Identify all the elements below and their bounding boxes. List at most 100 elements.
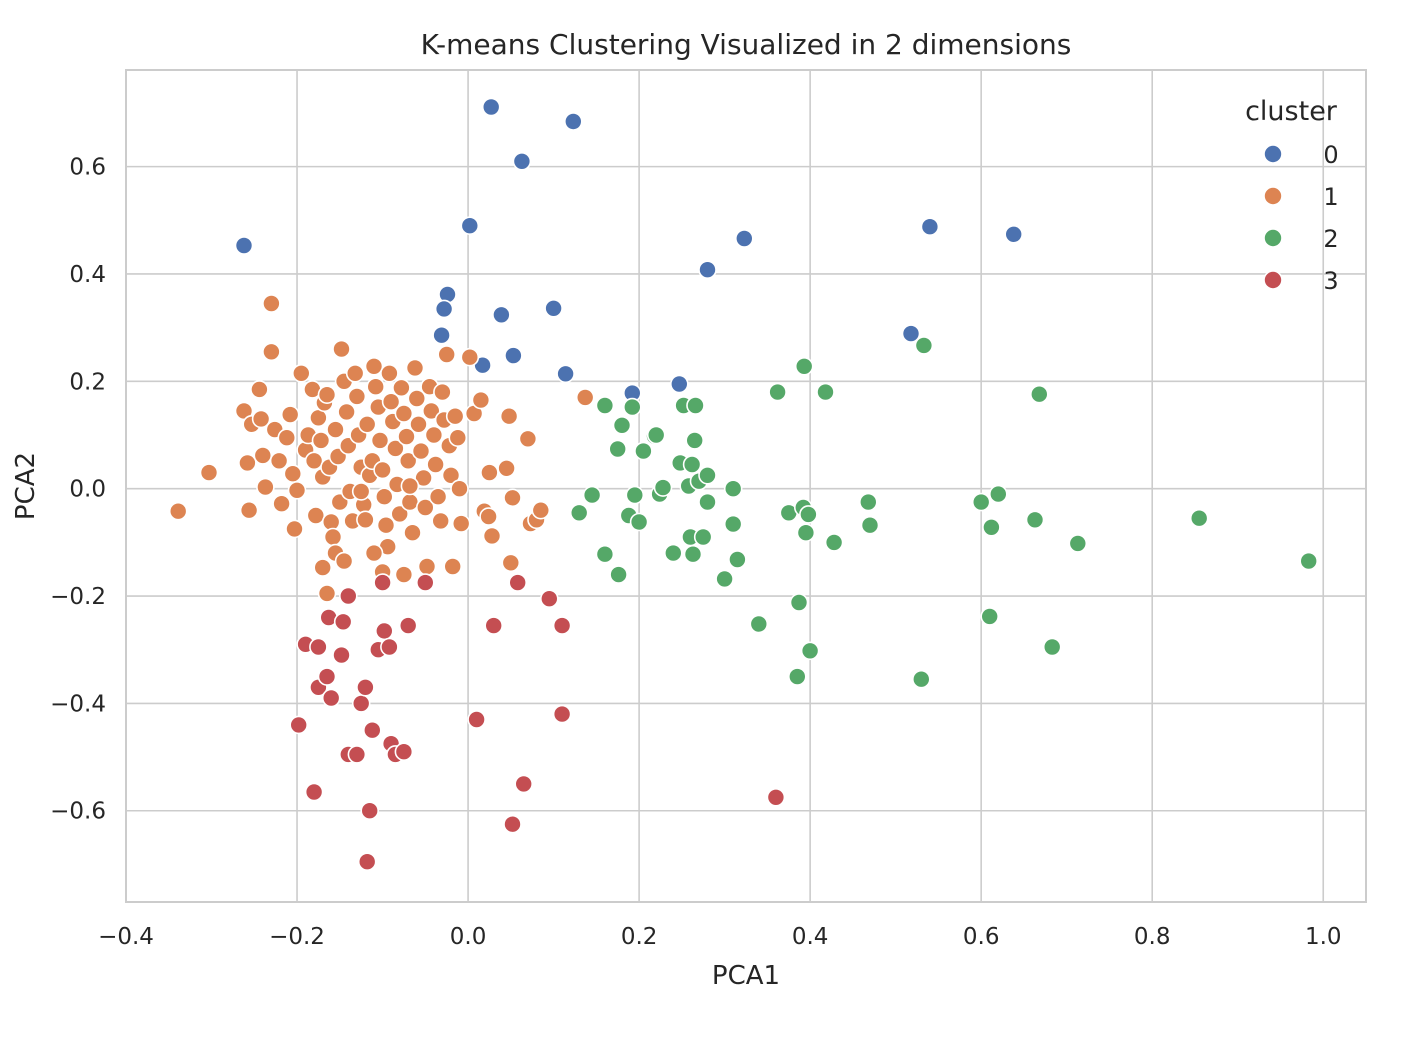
data-point-cluster-2: [569, 503, 589, 523]
data-point-cluster-3: [508, 573, 528, 592]
data-point-cluster-2: [683, 544, 703, 564]
data-point-cluster-1: [283, 464, 303, 484]
data-point-cluster-1: [531, 500, 551, 520]
legend-marker-1: [1263, 186, 1283, 206]
plot-frame: [125, 69, 1367, 903]
data-point-cluster-3: [373, 573, 392, 592]
data-point-cluster-2: [1189, 508, 1209, 528]
data-point-cluster-3: [338, 586, 358, 606]
y-tick-label: −0.2: [50, 584, 106, 610]
data-point-cluster-1: [426, 455, 445, 474]
data-point-cluster-1: [199, 463, 219, 482]
data-point-cluster-1: [251, 409, 271, 429]
data-point-cluster-1: [332, 339, 351, 359]
data-point-cluster-2: [595, 396, 615, 415]
data-point-cluster-1: [351, 482, 371, 501]
data-point-cluster-1: [262, 342, 281, 362]
data-point-cluster-3: [289, 715, 309, 735]
data-point-cluster-1: [424, 425, 444, 445]
data-point-cluster-1: [386, 439, 405, 458]
data-point-cluster-1: [451, 514, 471, 533]
data-point-cluster-0: [669, 374, 689, 394]
data-point-cluster-1: [397, 427, 416, 446]
data-point-cluster-2: [824, 533, 844, 552]
data-point-cluster-1: [239, 500, 259, 520]
data-point-cluster-3: [374, 621, 394, 641]
data-point-cluster-2: [860, 515, 880, 535]
data-point-cluster-2: [698, 465, 717, 485]
x-axis-label: PCA1: [712, 961, 780, 991]
data-point-cluster-1: [334, 551, 354, 571]
data-point-cluster-2: [1025, 510, 1045, 530]
data-point-cluster-2: [608, 439, 628, 459]
legend-label-1: 1: [1323, 183, 1338, 211]
data-point-cluster-2: [796, 523, 816, 543]
legend-marker-3: [1263, 270, 1283, 290]
data-point-cluster-1: [445, 406, 465, 426]
data-point-cluster-1: [253, 446, 273, 465]
data-point-cluster-1: [370, 431, 390, 450]
data-point-cluster-1: [376, 515, 396, 535]
data-point-cluster-3: [380, 637, 399, 657]
data-point-cluster-2: [768, 382, 787, 402]
data-point-cluster-3: [347, 745, 367, 764]
data-point-cluster-0: [481, 97, 501, 117]
y-tick-label: 0.2: [69, 369, 106, 395]
data-point-cluster-1: [501, 553, 521, 573]
data-point-cluster-1: [460, 347, 480, 367]
data-point-cluster-0: [492, 305, 511, 325]
data-point-cluster-0: [434, 299, 454, 319]
chart-title: K-means Clustering Visualized in 2 dimen…: [421, 28, 1072, 61]
data-point-cluster-1: [518, 429, 538, 449]
data-point-cluster-1: [405, 358, 425, 378]
data-point-cluster-2: [609, 565, 628, 584]
data-point-cluster-3: [360, 801, 380, 821]
data-point-cluster-0: [734, 229, 754, 248]
data-point-cluster-3: [552, 616, 572, 635]
data-point-cluster-1: [394, 404, 414, 423]
data-point-cluster-3: [357, 852, 377, 872]
x-tick-label: 0.4: [792, 924, 829, 950]
data-point-cluster-1: [345, 363, 365, 383]
data-point-cluster-0: [920, 217, 940, 236]
data-point-cluster-0: [234, 236, 254, 255]
data-point-cluster-2: [858, 492, 878, 512]
legend-label-0: 0: [1323, 141, 1338, 169]
data-point-cluster-3: [362, 720, 382, 740]
data-point-cluster-2: [1299, 551, 1318, 571]
data-point-cluster-3: [356, 677, 375, 697]
data-point-cluster-3: [394, 742, 414, 762]
data-point-cluster-1: [269, 451, 289, 471]
data-point-cluster-2: [982, 517, 1001, 537]
data-point-cluster-1: [277, 428, 297, 448]
data-point-cluster-2: [723, 479, 743, 499]
data-point-cluster-1: [431, 511, 451, 531]
legend-marker-0: [1263, 144, 1283, 164]
data-point-cluster-2: [646, 425, 666, 445]
data-point-cluster-3: [309, 637, 328, 657]
data-point-cluster-1: [323, 527, 343, 547]
y-tick-label: 0.6: [69, 155, 106, 181]
data-point-cluster-1: [390, 504, 410, 524]
data-point-cluster-1: [326, 420, 345, 439]
data-point-cluster-1: [441, 465, 461, 485]
data-point-cluster-3: [503, 814, 522, 834]
data-points: [168, 97, 1318, 872]
data-point-cluster-1: [433, 382, 452, 402]
data-point-cluster-1: [471, 390, 491, 410]
data-point-cluster-1: [409, 414, 428, 434]
data-point-cluster-0: [432, 325, 451, 345]
data-point-cluster-2: [653, 478, 673, 497]
data-point-cluster-1: [414, 468, 433, 488]
data-point-cluster-1: [400, 476, 420, 496]
x-tick-label: 1.0: [1305, 924, 1342, 950]
data-point-cluster-1: [280, 405, 300, 424]
data-point-cluster-1: [357, 414, 377, 434]
series-cluster-2: [569, 336, 1318, 689]
data-point-cluster-1: [168, 501, 188, 521]
data-point-cluster-1: [337, 402, 356, 422]
data-point-cluster-3: [332, 645, 351, 665]
legend-title: cluster: [1245, 96, 1338, 127]
data-point-cluster-3: [415, 573, 435, 592]
data-point-cluster-1: [374, 487, 394, 507]
